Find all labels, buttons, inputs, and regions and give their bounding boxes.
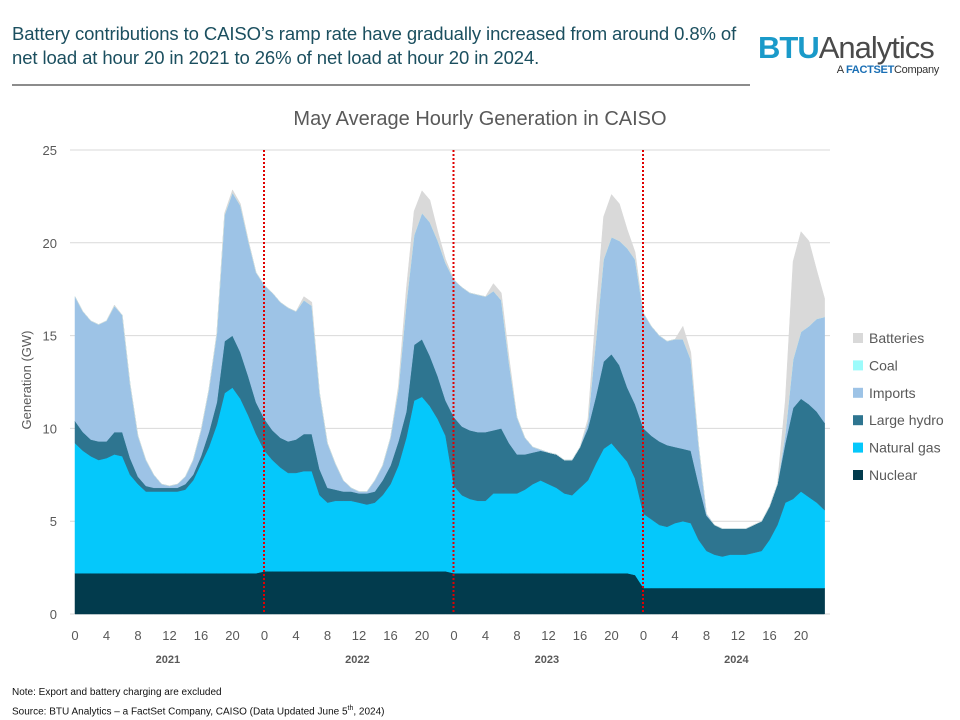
- legend-item: Natural gas: [853, 440, 941, 456]
- logo-sub-suffix: Company: [894, 64, 939, 76]
- x-tick-label: 12: [352, 628, 366, 643]
- y-tick-label: 5: [50, 514, 57, 529]
- legend-label: Natural gas: [869, 440, 941, 456]
- x-tick-label: 20: [225, 628, 239, 643]
- btu-analytics-logo: BTUAnalytics A FACTSETCompany: [758, 30, 953, 76]
- x-tick-label: 0: [71, 628, 78, 643]
- y-tick-labels: 0 5 10 15 20 25: [43, 143, 57, 622]
- x-tick-label: 12: [731, 628, 745, 643]
- year-separators: [263, 150, 644, 614]
- logo-sub-prefix: A: [836, 64, 844, 76]
- legend-swatch: [853, 442, 863, 453]
- logo-name: Analytics: [818, 30, 935, 65]
- source-suffix: , 2024): [353, 706, 385, 718]
- x-tick-label: 8: [703, 628, 710, 643]
- y-tick-label: 25: [43, 143, 57, 158]
- legend-label: Imports: [869, 385, 916, 401]
- legend-label: Large hydro: [869, 412, 944, 428]
- x-tick-label: 20: [604, 628, 618, 643]
- source-text: Source: BTU Analytics – a FactSet Compan…: [12, 706, 348, 718]
- legend-swatch: [853, 333, 863, 343]
- x-tick-label: 0: [640, 628, 647, 643]
- x-tick-labels: 0 4 8 12 16 20 2021 0 4 8 12 16 20 2022 0 4 8 12 16 20 2023 0…: [71, 628, 808, 666]
- source-sup: th: [347, 705, 354, 712]
- x-tick-label: 20: [794, 628, 808, 643]
- x-tick-label: 12: [541, 628, 555, 643]
- legend-label: Nuclear: [869, 467, 918, 483]
- footer: Note: Export and battery charging are ex…: [12, 685, 385, 720]
- legend-swatch: [853, 470, 863, 480]
- x-tick-label: 4: [482, 628, 489, 643]
- x-tick-label: 8: [134, 628, 141, 643]
- legend-item: Nuclear: [853, 467, 918, 483]
- logo-brand: BTU: [758, 30, 820, 65]
- year-label: 2023: [535, 654, 559, 666]
- chart-title: May Average Hourly Generation in CAISO: [293, 108, 667, 130]
- x-tick-label: 16: [573, 628, 587, 643]
- x-tick-label: 0: [261, 628, 268, 643]
- year-label: 2024: [724, 654, 749, 666]
- y-tick-label: 0: [50, 607, 57, 622]
- x-tick-label: 16: [762, 628, 776, 643]
- legend: Batteries Coal Imports Large hydro Natural g…: [853, 330, 944, 483]
- x-tick-label: 4: [671, 628, 678, 643]
- legend-swatch: [853, 387, 863, 398]
- legend-item: Coal: [853, 357, 898, 373]
- header-divider: [12, 84, 750, 86]
- legend-label: Batteries: [869, 330, 924, 346]
- y-tick-label: 15: [43, 329, 57, 344]
- y-axis-title: Generation (GW): [19, 331, 34, 430]
- x-tick-label: 16: [194, 628, 208, 643]
- series-areas: [74, 189, 825, 615]
- x-tick-label: 4: [292, 628, 299, 643]
- legend-item: Batteries: [853, 330, 924, 346]
- year-label: 2021: [156, 654, 180, 666]
- x-tick-label: 8: [513, 628, 520, 643]
- x-tick-label: 4: [103, 628, 110, 643]
- area-batteries: [74, 189, 825, 529]
- legend-swatch: [853, 415, 863, 426]
- y-tick-label: 20: [43, 236, 57, 251]
- y-tick-label: 10: [43, 421, 57, 436]
- x-tick-label: 16: [383, 628, 397, 643]
- legend-swatch: [853, 360, 863, 371]
- x-tick-label: 12: [162, 628, 176, 643]
- footer-note: Note: Export and battery charging are ex…: [12, 687, 222, 698]
- legend-item: Large hydro: [853, 412, 944, 428]
- x-tick-label: 0: [450, 628, 457, 643]
- footer-source: Source: BTU Analytics – a FactSet Compan…: [12, 701, 385, 720]
- headline: Battery contributions to CAISO’s ramp ra…: [12, 23, 737, 68]
- legend-label: Coal: [869, 357, 898, 373]
- logo-sub-brand: FACTSET: [846, 64, 895, 76]
- year-label: 2022: [345, 654, 369, 666]
- legend-item: Imports: [853, 385, 916, 401]
- x-tick-label: 20: [415, 628, 429, 643]
- x-tick-label: 8: [324, 628, 331, 643]
